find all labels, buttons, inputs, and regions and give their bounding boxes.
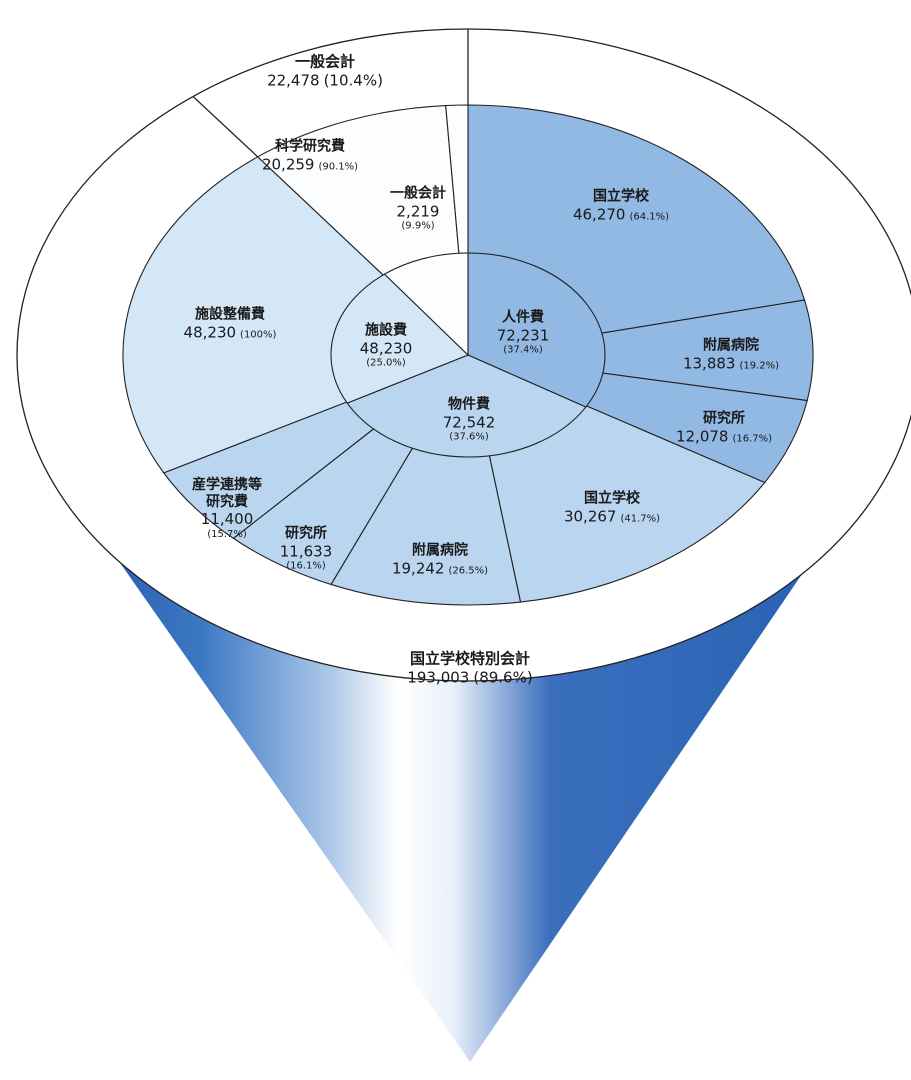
inner-personnel (467, 252, 606, 408)
label-general-science: 科学研究費 20,259 (90.1%) (261, 138, 359, 173)
label-inner-goods: 物件費 72,542 (37.6%) (442, 396, 496, 443)
label-outer-special-account: 国立学校特別会計 193,003 (89.6%) (407, 649, 533, 687)
label-inner-personnel: 人件費 72,231 (37.4%) (496, 309, 550, 356)
inner-general (383, 252, 469, 357)
label-outer-general-account: 一般会計 22,478 (10.4%) (267, 52, 383, 90)
label-goods-institute: 研究所 11,633 (16.1%) (279, 525, 333, 572)
inner-goods (346, 354, 587, 458)
label-inner-facility: 施設費 48,230 (25.0%) (359, 322, 413, 369)
outer-split-line (192, 96, 259, 158)
label-personnel-schools: 国立学校 46,270 (64.1%) (572, 188, 670, 223)
cone-shape (118, 555, 815, 1062)
label-goods-hospital: 附属病院 19,242 (26.5%) (391, 542, 489, 577)
label-general-general: 一般会計 2,219 (9.9%) (390, 185, 446, 232)
label-facility-construction: 施設整備費 48,230 (100%) (183, 306, 277, 341)
label-personnel-institute: 研究所 12,078 (16.7%) (675, 410, 773, 445)
inner-facility (330, 273, 469, 404)
mid-facility-construction (122, 156, 470, 474)
label-personnel-hospital: 附属病院 13,883 (19.2%) (682, 337, 780, 372)
label-goods-industry-research: 産学連携等研究費 11,400 (15.7%) (192, 477, 262, 541)
label-goods-schools: 国立学校 30,267 (41.7%) (563, 490, 661, 525)
mid-personnel-hospital (467, 299, 814, 402)
